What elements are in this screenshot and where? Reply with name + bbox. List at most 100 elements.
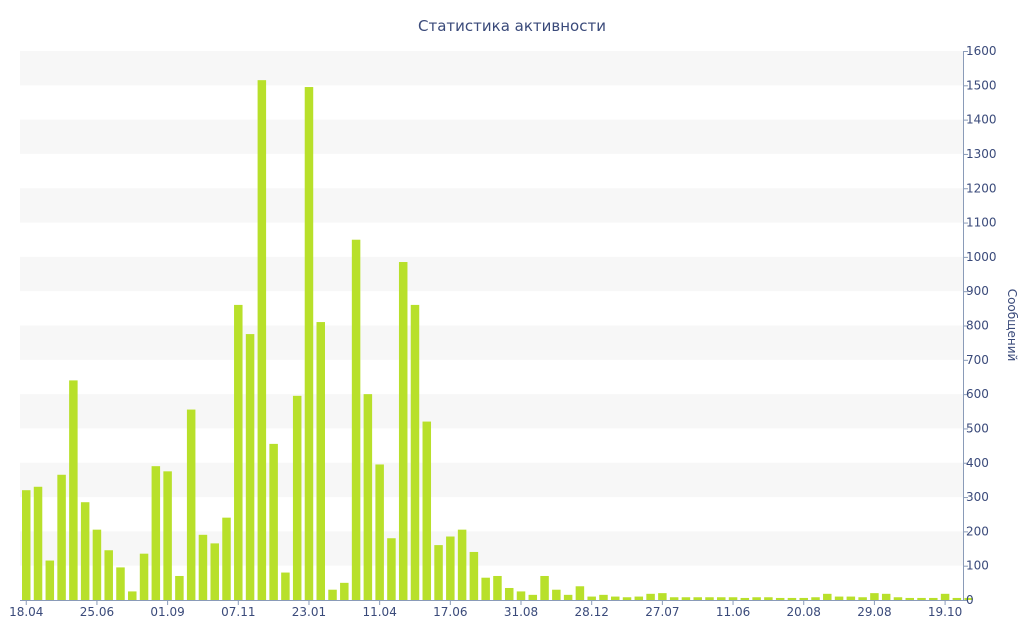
bar bbox=[269, 443, 278, 600]
y-tick-label: 1000 bbox=[966, 250, 997, 264]
bar bbox=[952, 597, 962, 600]
bar bbox=[128, 591, 137, 600]
y-tick-label: 300 bbox=[966, 490, 989, 504]
bar bbox=[834, 596, 844, 600]
bar bbox=[540, 575, 549, 600]
bar bbox=[799, 597, 808, 600]
y-tick-label: 1600 bbox=[966, 44, 997, 58]
bar bbox=[575, 586, 585, 600]
bar bbox=[304, 87, 314, 600]
grid-band bbox=[20, 188, 963, 223]
y-tick-label: 500 bbox=[966, 421, 989, 435]
bar bbox=[163, 471, 172, 600]
grid-bands bbox=[20, 51, 963, 566]
chart-title: Статистика активности bbox=[418, 17, 606, 35]
y-tick-label: 600 bbox=[966, 387, 989, 401]
bar bbox=[457, 529, 467, 600]
bar bbox=[316, 322, 325, 600]
y-tick-label: 1500 bbox=[966, 78, 997, 92]
bar bbox=[646, 593, 655, 600]
bar bbox=[752, 597, 761, 600]
bar bbox=[469, 551, 479, 600]
x-tick-label: 25.06 bbox=[80, 605, 114, 619]
bar bbox=[552, 589, 561, 600]
x-tick-label: 23.01 bbox=[292, 605, 326, 619]
y-tick-label: 100 bbox=[966, 559, 989, 573]
x-tick-label: 31.08 bbox=[504, 605, 538, 619]
bar bbox=[422, 421, 432, 600]
bar bbox=[929, 597, 938, 600]
bar bbox=[45, 560, 55, 600]
bar bbox=[92, 529, 102, 600]
x-tick-label: 17.06 bbox=[433, 605, 467, 619]
bar bbox=[387, 538, 396, 600]
x-tick-label: 28.12 bbox=[575, 605, 609, 619]
bar bbox=[434, 545, 443, 600]
bar bbox=[281, 572, 290, 600]
bar bbox=[328, 589, 337, 600]
bar bbox=[740, 597, 750, 600]
y-tick-label: 400 bbox=[966, 456, 989, 470]
bar bbox=[504, 587, 514, 600]
bar bbox=[292, 395, 302, 600]
bar bbox=[846, 596, 856, 600]
bar bbox=[599, 594, 608, 600]
x-tick-label: 19.10 bbox=[928, 605, 962, 619]
grid-band bbox=[20, 119, 963, 154]
bar bbox=[198, 534, 208, 600]
bar bbox=[493, 575, 502, 600]
bar bbox=[917, 597, 926, 600]
y-tick-label: 0 bbox=[966, 593, 974, 607]
y-tick-label: 200 bbox=[966, 524, 989, 538]
bar bbox=[22, 490, 31, 600]
bar bbox=[823, 593, 832, 600]
bar bbox=[658, 593, 667, 600]
bar bbox=[881, 593, 891, 600]
bar bbox=[340, 582, 349, 600]
grid-band bbox=[20, 462, 963, 498]
bar bbox=[57, 474, 66, 600]
y-axis-title: Сообщений bbox=[1005, 289, 1019, 362]
bar bbox=[222, 517, 231, 600]
bar bbox=[375, 464, 384, 600]
grid-band bbox=[20, 394, 963, 429]
bar bbox=[446, 536, 455, 600]
bar bbox=[669, 597, 679, 600]
bar bbox=[611, 596, 620, 600]
grid-band bbox=[20, 325, 963, 360]
bar bbox=[33, 486, 43, 600]
bar bbox=[587, 596, 596, 600]
bar bbox=[905, 597, 914, 600]
bar bbox=[787, 597, 797, 600]
bar bbox=[563, 594, 573, 600]
bar bbox=[139, 553, 149, 600]
bar bbox=[728, 597, 738, 600]
x-tick-label: 07.11 bbox=[221, 605, 255, 619]
bar bbox=[622, 597, 632, 600]
bar bbox=[964, 597, 973, 600]
bar bbox=[811, 597, 820, 600]
y-tick-label: 1300 bbox=[966, 147, 997, 161]
bar bbox=[69, 380, 78, 600]
bar bbox=[351, 239, 361, 600]
bar bbox=[940, 593, 950, 600]
bar bbox=[634, 596, 644, 600]
bar bbox=[481, 577, 490, 600]
y-tick-label: 900 bbox=[966, 284, 989, 298]
x-tick-label: 01.09 bbox=[150, 605, 184, 619]
x-tick-label: 18.04 bbox=[9, 605, 43, 619]
bar bbox=[363, 394, 373, 601]
y-tick-label: 1100 bbox=[966, 216, 997, 230]
bar bbox=[870, 593, 879, 600]
bar bbox=[705, 597, 714, 600]
bar bbox=[210, 543, 219, 600]
bar bbox=[681, 597, 691, 600]
bar bbox=[245, 334, 255, 600]
bar bbox=[175, 575, 184, 600]
bar bbox=[104, 550, 113, 600]
bar bbox=[257, 80, 267, 601]
y-tick-label: 1400 bbox=[966, 113, 997, 127]
bar bbox=[410, 304, 420, 600]
